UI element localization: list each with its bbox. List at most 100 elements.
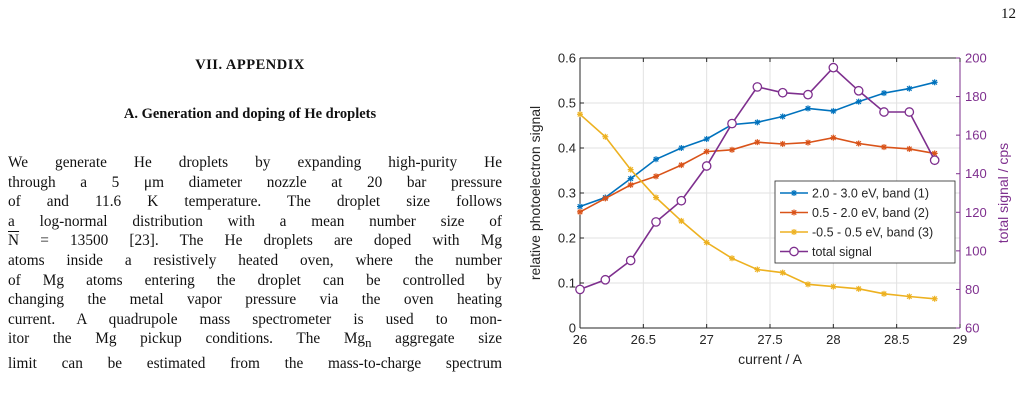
data-point-total xyxy=(575,284,585,295)
paragraph-line: N = 13500 [23]. The He droplets are dope… xyxy=(8,232,502,250)
data-point-series-3 xyxy=(855,285,862,292)
data-point-total xyxy=(651,217,661,227)
paragraph-line: of and 11.6 K temperature. The droplet s… xyxy=(8,193,502,211)
data-point-total xyxy=(752,82,763,92)
x-axis-label: current / A xyxy=(738,351,802,367)
data-point-series-3 xyxy=(754,266,761,273)
data-point-total xyxy=(803,89,813,100)
data-point-series-3 xyxy=(805,281,811,288)
data-point-total xyxy=(879,107,889,117)
data-point-series-2 xyxy=(703,148,710,155)
legend-label: total signal xyxy=(812,245,872,259)
paragraph-line: changing the metal vapor pressure via th… xyxy=(8,291,502,309)
y-tick-label: 0.3 xyxy=(558,186,576,201)
y2-tick-label: 200 xyxy=(965,51,987,66)
y2-tick-label: 180 xyxy=(965,89,987,104)
x-tick-label: 29 xyxy=(953,332,967,347)
data-point-series-1 xyxy=(906,85,913,92)
x-tick-label: 27 xyxy=(699,332,713,347)
data-point-series-3 xyxy=(653,194,659,201)
y2-axis-label: total signal / cps xyxy=(995,143,1011,243)
paragraph-line: We generate He droplets by expanding hig… xyxy=(8,154,502,171)
y-tick-label: 0.6 xyxy=(558,51,576,66)
legend-marker xyxy=(789,246,799,257)
data-point-series-2 xyxy=(729,146,735,153)
data-point-series-3 xyxy=(678,217,685,224)
data-point-series-3 xyxy=(729,255,735,262)
legend-marker xyxy=(791,209,797,216)
x-tick-label: 28 xyxy=(826,332,840,347)
data-point-series-1 xyxy=(653,156,659,163)
data-point-series-3 xyxy=(881,290,887,297)
appendix-paragraph: We generate He droplets by expanding hig… xyxy=(8,153,502,374)
data-point-series-2 xyxy=(678,162,685,169)
paragraph-line: current. A quadrupole mass spectrometer … xyxy=(8,310,502,328)
data-point-series-2 xyxy=(881,144,887,151)
y-tick-label: 0.5 xyxy=(558,96,576,111)
data-point-series-1 xyxy=(931,79,938,86)
legend-marker xyxy=(791,190,797,196)
legend-marker xyxy=(791,229,797,235)
data-point-series-2 xyxy=(754,139,761,146)
y-tick-label: 0.2 xyxy=(558,231,576,246)
y-tick-label: 0.4 xyxy=(558,141,576,156)
data-point-series-2 xyxy=(627,181,634,188)
x-tick-label: 28.5 xyxy=(884,332,909,347)
data-point-total xyxy=(676,195,687,206)
data-point-series-1 xyxy=(703,136,710,142)
data-point-series-3 xyxy=(703,239,710,246)
photoelectron-signal-chart: 26 26.5 27 27.5 28 28.5 29 0 0.1 0.2 0.3 0.4 0.5 0.6 6… xyxy=(527,51,1011,368)
data-point-series-1 xyxy=(577,203,583,210)
y-tick-label: 0.1 xyxy=(558,276,576,291)
y2-tick-label: 100 xyxy=(965,243,987,258)
data-point-series-1 xyxy=(779,113,786,120)
data-point-series-1 xyxy=(830,108,837,115)
paragraph-line: atoms inside a resistively heated oven, … xyxy=(8,251,502,269)
y2-tick-label: 60 xyxy=(965,321,979,336)
data-point-series-3 xyxy=(906,293,913,300)
legend-label: 0.5 - 2.0 eV, band (2) xyxy=(812,206,929,220)
y2-tick-label: 160 xyxy=(965,128,987,143)
y-axis-label: relative photoelectron signal xyxy=(527,106,543,280)
y2-tick-label: 120 xyxy=(965,205,987,220)
data-point-series-3 xyxy=(577,111,583,118)
data-point-series-2 xyxy=(602,195,609,202)
legend-label: 2.0 - 3.0 eV, band (1) xyxy=(812,187,929,201)
y2-tick-label: 140 xyxy=(965,166,987,181)
data-point-total xyxy=(727,118,737,129)
data-point-series-2 xyxy=(830,134,837,141)
legend-label: -0.5 - 0.5 eV, band (3) xyxy=(812,226,933,240)
data-point-series-1 xyxy=(678,145,685,151)
x-tick-label: 26.5 xyxy=(631,332,656,347)
paragraph-line: itor the Mg pickup conditions. The Mgn a… xyxy=(8,330,502,351)
data-point-series-2 xyxy=(577,208,583,215)
data-point-total xyxy=(929,155,940,166)
paragraph-line: limit can be estimated from the mass-to-… xyxy=(8,354,502,372)
data-point-series-1 xyxy=(855,98,862,105)
paragraph-line: a log-normal distribution with a mean nu… xyxy=(8,212,502,230)
data-point-series-1 xyxy=(754,119,761,126)
mean-size-symbol: N xyxy=(8,232,20,250)
data-point-series-3 xyxy=(627,166,634,173)
y-tick-label: 0 xyxy=(569,321,576,336)
data-point-series-2 xyxy=(855,140,862,147)
data-point-series-1 xyxy=(881,90,887,97)
data-point-series-3 xyxy=(830,283,837,290)
data-point-total xyxy=(853,85,864,96)
page-number: 12 xyxy=(1001,6,1016,22)
data-point-series-3 xyxy=(602,133,609,140)
data-point-total xyxy=(625,255,636,266)
data-point-series-1 xyxy=(805,105,811,112)
data-point-series-2 xyxy=(779,140,786,147)
data-point-total xyxy=(777,87,788,98)
data-point-total xyxy=(600,274,611,285)
data-point-total xyxy=(701,161,712,171)
paragraph-line: through a 5 μm diameter nozzle at 20 bar… xyxy=(8,173,502,191)
data-point-series-1 xyxy=(627,175,634,182)
data-point-series-2 xyxy=(653,173,659,180)
data-point-total xyxy=(828,62,839,73)
legend-box xyxy=(774,180,956,264)
data-point-series-3 xyxy=(931,295,938,302)
data-point-series-3 xyxy=(779,269,786,276)
x-tick-label: 27.5 xyxy=(757,332,782,347)
